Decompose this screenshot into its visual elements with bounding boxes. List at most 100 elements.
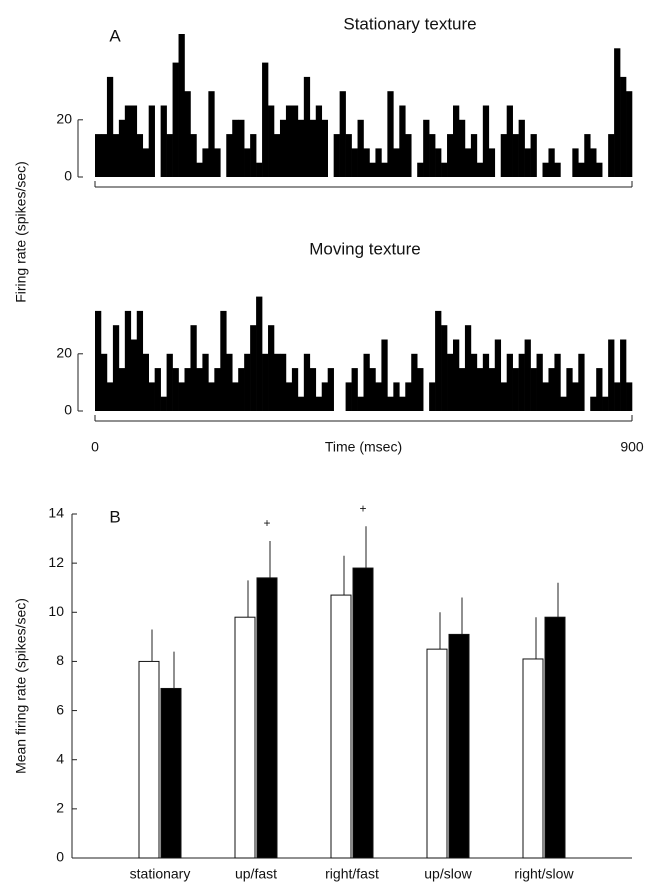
histogram-bar [268,105,275,177]
y-tick-label: 12 [48,554,64,570]
histogram-bar [285,105,293,177]
histogram-bar [387,91,394,177]
histogram-bar [166,134,173,177]
histogram-bar [339,91,346,177]
histogram-bar [214,368,221,411]
histogram-bar [321,119,328,177]
histogram-bar [470,134,478,177]
histogram-bar [512,368,519,411]
y-tick-label: 14 [48,505,64,521]
histogram-bar [208,91,215,177]
histogram-bar [620,76,627,177]
histogram-bar [303,76,311,177]
histogram-bar [512,134,519,177]
histogram-bar [124,105,132,177]
bar [544,616,566,859]
histogram-bar [458,368,466,411]
histogram-bar [369,162,376,177]
histogram-bar [375,382,382,411]
histogram-bar [315,105,323,177]
histogram-bar [226,134,233,177]
y-tick-label: 2 [56,800,64,816]
histogram-bar [602,396,609,411]
histogram-bar [393,382,400,411]
histogram-bar [256,162,263,177]
histogram-bar [220,310,227,411]
x-tick-label: up/slow [424,866,472,882]
bar [256,577,278,859]
histogram-bar [268,325,275,411]
histogram-bar [130,105,138,177]
x-tick-label: up/fast [235,866,277,882]
histogram-bar [506,105,513,177]
x-axis-label: Time (msec) [325,439,402,455]
histogram-bar [447,353,454,411]
histogram-bar [590,396,597,411]
histogram-bar [536,353,543,411]
histogram-bar [435,310,442,411]
histogram-bar [488,148,496,177]
histogram-bar [530,134,537,177]
histogram-bar [518,353,525,411]
histogram-bar [381,339,388,411]
histogram-bar [530,368,537,411]
histogram-bar [244,148,251,177]
histogram-bar [136,134,144,177]
bar [160,687,182,859]
histogram-bar [500,382,507,411]
histogram-bar [95,134,102,177]
histogram-bar [476,368,484,411]
histogram-bar [291,105,299,177]
bar [234,616,256,859]
histogram-bar [458,119,466,177]
y-tick-label: 0 [64,402,72,418]
histogram-bar [309,119,317,177]
histogram-bar [488,368,496,411]
histogram-bar [291,368,299,411]
histogram-bar [363,148,370,177]
histogram-bar [566,368,573,411]
histogram-bar [232,382,239,411]
histogram-bar [148,105,155,177]
histogram-bar [208,382,215,411]
histogram-bar [202,148,209,177]
histogram-bar [142,148,149,177]
histogram-bar [232,119,239,177]
y-tick-label: 8 [56,652,64,668]
panel-label: A [109,26,121,45]
histogram-bar [542,162,549,177]
histogram-bar [464,148,472,177]
histogram-bar [548,148,555,177]
histogram-bar [142,353,149,411]
histogram-bar [250,325,257,411]
histogram-bar [464,325,472,411]
histogram-bar [262,353,269,411]
histogram-bar [130,339,138,411]
histogram-bar [160,105,167,177]
histogram-bar [441,325,448,411]
histogram-bar [572,382,579,411]
histogram-bar [196,368,203,411]
histogram-bar [548,368,555,411]
histogram-bar [494,339,502,411]
bar [522,658,544,859]
histogram-bar [279,119,287,177]
histogram-bar [315,396,323,411]
bar [138,660,160,859]
histogram-bar [518,119,525,177]
histogram-bar [506,353,513,411]
bar [448,633,470,859]
histogram-bar [417,368,424,411]
histogram-bar [369,368,376,411]
histogram-bar [572,148,579,177]
histogram-bar [112,134,120,177]
x-tick-label: right/fast [325,866,379,882]
y-tick-label: 6 [56,701,64,717]
histogram-bar [608,339,615,411]
histogram-bar [405,382,412,411]
histogram-bar [279,353,287,411]
histogram-bar [578,162,585,177]
histogram-bar [100,353,108,411]
histogram-bar [214,148,221,177]
histogram-bar [596,368,603,411]
